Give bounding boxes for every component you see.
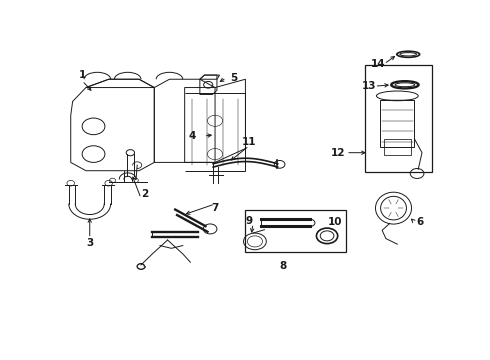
Text: 8: 8 bbox=[280, 261, 287, 271]
Text: 4: 4 bbox=[189, 131, 196, 141]
Bar bbox=[245, 210, 346, 252]
Bar bbox=[365, 66, 432, 172]
Bar bbox=[380, 100, 415, 147]
Text: 7: 7 bbox=[211, 203, 219, 213]
Text: 10: 10 bbox=[327, 217, 342, 227]
Text: 2: 2 bbox=[141, 189, 148, 199]
Text: 6: 6 bbox=[416, 217, 424, 227]
Text: 3: 3 bbox=[86, 238, 94, 248]
Text: 5: 5 bbox=[230, 73, 238, 83]
Text: 13: 13 bbox=[362, 81, 376, 91]
Text: 11: 11 bbox=[242, 136, 256, 147]
Text: 12: 12 bbox=[331, 148, 346, 158]
Text: 14: 14 bbox=[371, 59, 386, 69]
Text: 1: 1 bbox=[78, 70, 86, 80]
Bar bbox=[384, 139, 411, 156]
Text: 9: 9 bbox=[245, 216, 253, 226]
